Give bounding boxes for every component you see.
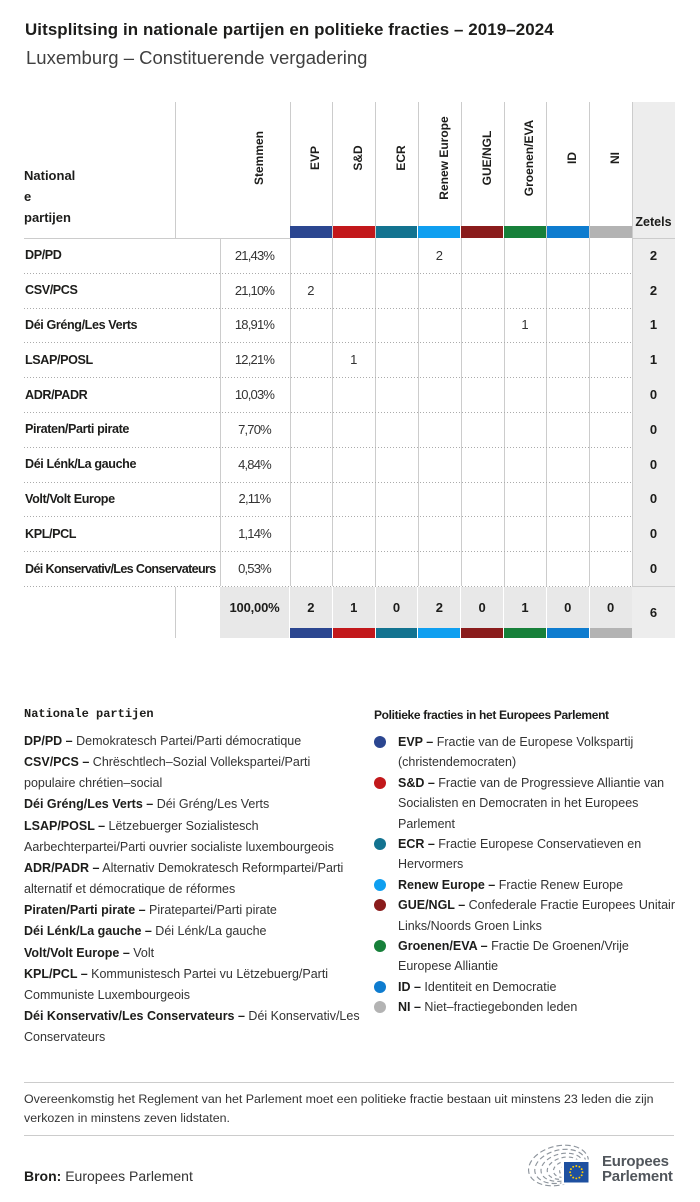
svg-text:Europees: Europees (602, 1153, 669, 1170)
svg-text:Parlement: Parlement (602, 1168, 673, 1185)
